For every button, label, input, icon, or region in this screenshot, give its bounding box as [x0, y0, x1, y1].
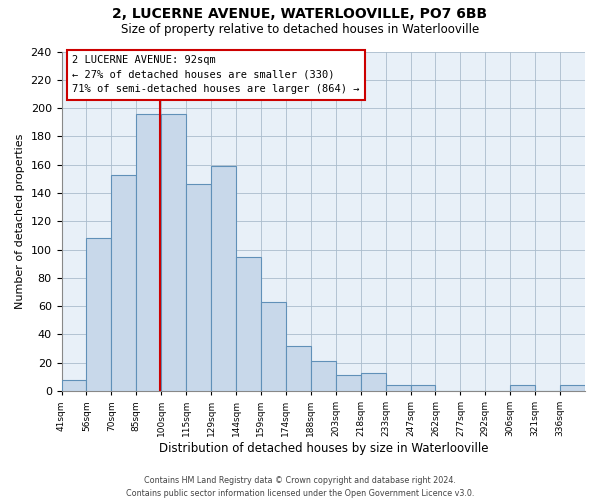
Bar: [211, 166, 236, 391]
Bar: [62, 380, 86, 391]
Bar: [161, 114, 186, 391]
Text: 2 LUCERNE AVENUE: 92sqm
← 27% of detached houses are smaller (330)
71% of semi-d: 2 LUCERNE AVENUE: 92sqm ← 27% of detache…: [72, 55, 359, 94]
Bar: [261, 302, 286, 391]
Bar: [112, 174, 136, 391]
Text: 2, LUCERNE AVENUE, WATERLOOVILLE, PO7 6BB: 2, LUCERNE AVENUE, WATERLOOVILLE, PO7 6B…: [112, 8, 488, 22]
Bar: [336, 376, 361, 391]
Bar: [560, 386, 585, 391]
Bar: [86, 238, 112, 391]
X-axis label: Distribution of detached houses by size in Waterlooville: Distribution of detached houses by size …: [158, 442, 488, 455]
Text: Size of property relative to detached houses in Waterlooville: Size of property relative to detached ho…: [121, 22, 479, 36]
Bar: [410, 386, 436, 391]
Bar: [510, 386, 535, 391]
Y-axis label: Number of detached properties: Number of detached properties: [15, 134, 25, 309]
Bar: [186, 184, 211, 391]
Text: Contains HM Land Registry data © Crown copyright and database right 2024.
Contai: Contains HM Land Registry data © Crown c…: [126, 476, 474, 498]
Bar: [311, 362, 336, 391]
Bar: [236, 256, 261, 391]
Bar: [361, 372, 386, 391]
Bar: [386, 386, 410, 391]
Bar: [286, 346, 311, 391]
Bar: [136, 114, 161, 391]
